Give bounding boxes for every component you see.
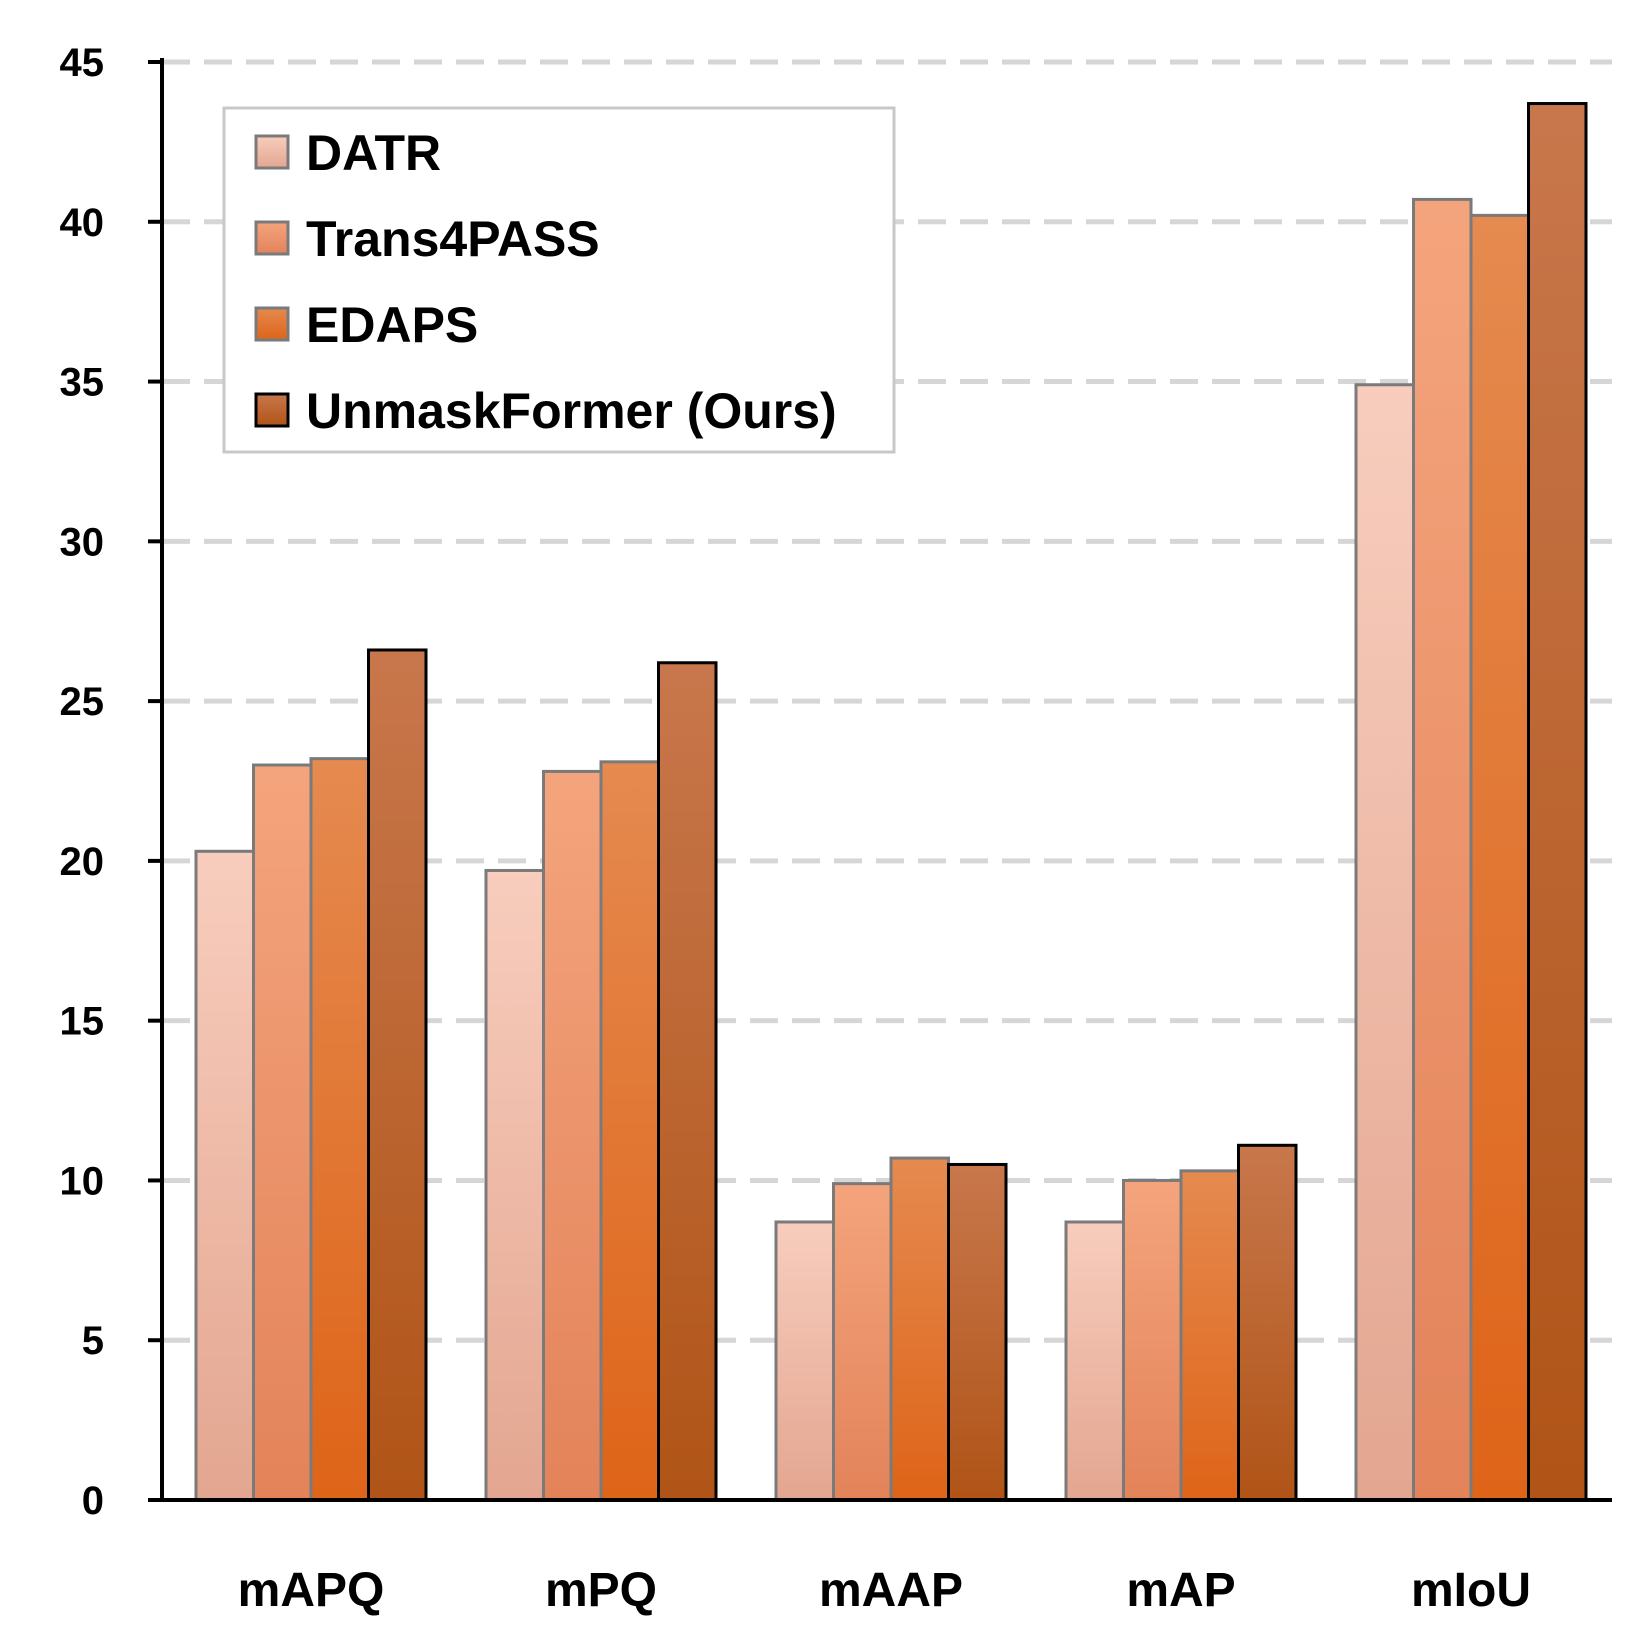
bar-miou-edaps [1469,213,1530,1502]
legend-swatch-unmaskformer-ours [254,392,290,428]
x-tick-label-map: mAP [1126,1564,1235,1617]
x-tick-label-mapq: mAPQ [238,1564,385,1617]
y-tick-label-0: 0 [82,1479,104,1523]
bar-map-unmaskformer-ours [1237,1143,1298,1502]
bar-maap-trans4pass [832,1182,893,1502]
bar-maap-datr [774,1220,835,1502]
bar-mpq-edaps [599,760,660,1502]
bar-map-datr [1064,1220,1125,1502]
legend-label-datr: DATR [306,125,441,181]
y-tick-label-45: 45 [60,41,105,85]
y-tick-label-30: 30 [60,520,105,564]
bar-mapq-trans4pass [252,763,313,1502]
x-tick-label-maap: mAAP [819,1564,963,1617]
x-tick-label-mpq: mPQ [545,1564,657,1617]
y-tick-label-20: 20 [60,840,105,884]
bar-mapq-edaps [309,757,370,1502]
legend-swatch-datr [254,134,290,170]
legend-swatch-edaps [254,306,290,342]
y-tick-label-35: 35 [60,361,105,405]
bar-maap-unmaskformer-ours [947,1162,1008,1502]
bar-mpq-datr [484,868,545,1502]
y-tick-label-25: 25 [60,680,105,724]
legend: DATR Trans4PASS EDAPS UnmaskFormer (Ours) [222,106,896,454]
tick-labels: 0 5 10 15 20 25 30 35 40 45 mAPQ mPQ mAAP mAP mIoU [60,41,1532,1617]
bar-mapq-unmaskformer-ours [367,648,428,1502]
bar-miou-unmaskformer-ours [1527,102,1588,1502]
bar-miou-datr [1354,383,1415,1502]
legend-label-trans4pass: Trans4PASS [306,211,600,267]
y-tick-label-40: 40 [60,201,105,245]
bar-map-edaps [1179,1169,1240,1502]
legend-box [222,106,896,454]
legend-label-unmaskformer-ours: UnmaskFormer (Ours) [306,383,837,439]
axes [148,58,1612,1502]
y-tick-label-5: 5 [82,1319,104,1363]
bar-mpq-trans4pass [542,769,603,1502]
bar-maap-edaps [889,1156,950,1502]
bar-mpq-unmaskformer-ours [657,661,718,1502]
y-tick-label-15: 15 [60,1000,105,1044]
bar-map-trans4pass [1122,1178,1183,1502]
bars [194,102,1588,1502]
x-tick-label-miou: mIoU [1411,1564,1531,1617]
y-tick-label-10: 10 [60,1159,105,1203]
legend-swatch-trans4pass [254,220,290,256]
legend-label-edaps: EDAPS [306,297,478,353]
bar-miou-trans4pass [1412,197,1473,1502]
bar-mapq-datr [194,849,255,1502]
